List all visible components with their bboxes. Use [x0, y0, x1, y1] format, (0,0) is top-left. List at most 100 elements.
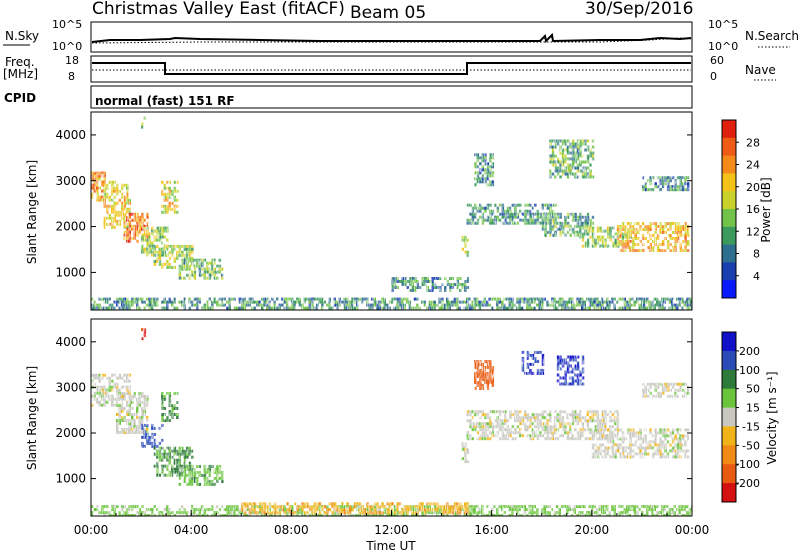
heatmap-cell [668, 511, 671, 515]
heatmap-cell [571, 367, 575, 371]
heatmap-cell [233, 505, 236, 509]
heatmap-cell [301, 306, 304, 310]
heatmap-cell [566, 508, 569, 512]
heatmap-cell [526, 300, 529, 304]
heatmap-cell [546, 434, 550, 438]
heatmap-cell [141, 125, 144, 129]
heatmap-cell [676, 428, 680, 432]
heatmap-cell [588, 303, 591, 307]
heatmap-cell [106, 210, 109, 214]
heatmap-cell [278, 303, 281, 307]
heatmap-cell [474, 378, 477, 381]
heatmap-cell [531, 221, 535, 225]
heatmap-cell [156, 226, 159, 230]
heatmap-cell [243, 306, 246, 310]
colorbar-segment [722, 388, 736, 409]
heatmap-cell [581, 224, 585, 228]
heatmap-cell [346, 300, 349, 304]
heatmap-cell [386, 511, 389, 515]
heatmap-cell [481, 372, 485, 375]
heatmap-cell [489, 180, 492, 184]
heatmap-cell [176, 392, 179, 395]
heatmap-cell [111, 508, 114, 512]
heatmap-cell [651, 511, 654, 515]
heatmap-cell [564, 154, 567, 158]
heatmap-cell [166, 244, 169, 248]
heatmap-cell [98, 174, 101, 178]
heatmap-cell [554, 437, 557, 441]
heatmap-cell [103, 403, 106, 407]
heatmap-cell [568, 306, 571, 310]
heatmap-cell [511, 300, 514, 304]
heatmap-cell [539, 431, 542, 435]
heatmap-cell [536, 371, 540, 375]
heatmap-cell [563, 303, 566, 307]
heatmap-cell [111, 219, 114, 223]
heatmap-cell [546, 203, 550, 207]
heatmap-cell [641, 388, 645, 392]
heatmap-cell [176, 473, 179, 477]
heatmap-cell [118, 416, 121, 419]
heatmap-cell [626, 243, 630, 246]
heatmap-cell [403, 505, 407, 509]
heatmap-cell [584, 416, 587, 420]
heatmap-cell [178, 511, 181, 515]
heatmap-cell [211, 306, 214, 310]
heatmap-cell [166, 464, 169, 468]
heatmap-cell [248, 508, 252, 512]
heatmap-cell [193, 470, 197, 474]
heatmap-cell [303, 297, 306, 301]
colorbar-tick-label: -100 [735, 458, 760, 471]
heatmap-cell [649, 385, 652, 389]
heatmap-cell [558, 511, 561, 515]
heatmap-cell [91, 379, 94, 383]
heatmap-cell [448, 303, 451, 307]
heatmap-cell [686, 176, 690, 180]
heatmap-cell [151, 303, 154, 307]
heatmap-cell [128, 306, 131, 310]
heatmap-cell [526, 419, 530, 423]
heatmap-cell [579, 419, 582, 423]
heatmap-cell [586, 157, 590, 161]
heatmap-cell [246, 300, 249, 304]
heatmap-cell [393, 505, 396, 509]
heatmap-cell [471, 428, 475, 432]
heatmap-cell [311, 303, 314, 307]
heatmap-cell [128, 212, 132, 216]
heatmap-cell [596, 422, 600, 426]
heatmap-cell [401, 306, 404, 310]
heatmap-cell [351, 306, 354, 310]
heatmap-cell [166, 416, 169, 419]
heatmap-cell [604, 455, 607, 459]
heatmap-cell [479, 375, 482, 378]
heatmap-cell [376, 505, 379, 509]
heatmap-cell [258, 300, 261, 304]
heatmap-cell [636, 249, 640, 252]
heatmap-cell [191, 261, 194, 265]
heatmap-cell [661, 382, 665, 386]
heatmap-cell [281, 303, 284, 307]
heatmap-cell [208, 473, 212, 477]
heatmap-cell [481, 212, 485, 216]
heatmap-cell [628, 508, 631, 512]
heatmap-cell [218, 508, 221, 512]
heatmap-cell [563, 300, 566, 304]
heatmap-cell [288, 511, 292, 515]
heatmap-cell [136, 227, 139, 231]
x-tick-label: 04:00 [174, 523, 209, 537]
heatmap-cell [348, 511, 352, 515]
heatmap-cell [168, 410, 172, 413]
heatmap-cell [481, 168, 485, 172]
heatmap-cell [519, 416, 522, 420]
heatmap-cell [153, 262, 157, 266]
heatmap-cell [591, 154, 595, 158]
heatmap-cell [529, 416, 532, 420]
heatmap-cell [683, 505, 686, 509]
heatmap-cell [559, 224, 562, 228]
heatmap-cell [476, 425, 480, 429]
heatmap-cell [208, 508, 211, 512]
heatmap-cell [98, 379, 101, 383]
heatmap-cell [469, 434, 472, 438]
heatmap-cell [526, 508, 529, 512]
heatmap-cell [178, 470, 182, 474]
